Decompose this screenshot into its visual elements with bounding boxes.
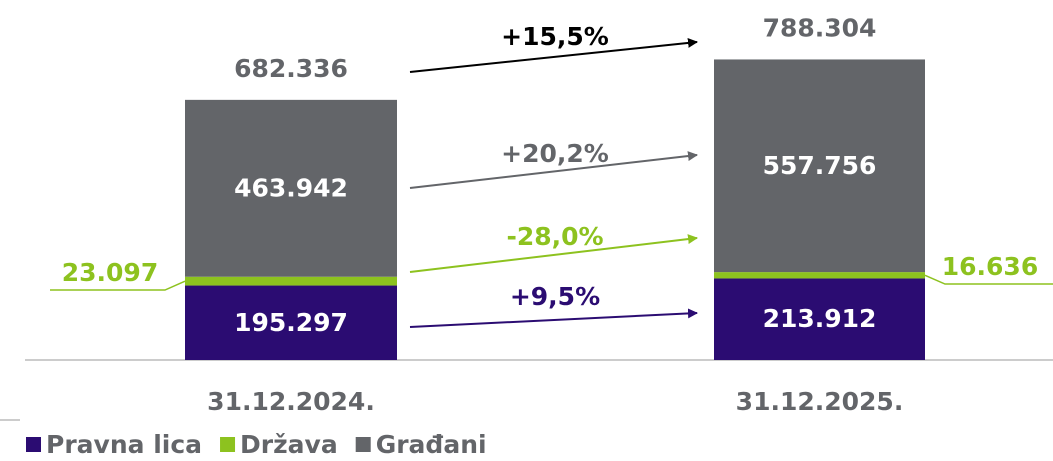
change-label: -28,0% bbox=[506, 222, 603, 251]
value-label: 195.297 bbox=[234, 308, 348, 337]
legend-label: Pravna lica bbox=[46, 430, 202, 459]
legend-swatch bbox=[26, 437, 41, 452]
change-label: +9,5% bbox=[510, 282, 600, 311]
bar-segment bbox=[185, 285, 397, 360]
change-arrow bbox=[409, 308, 698, 328]
bar-segment bbox=[185, 276, 397, 286]
bar-segment bbox=[185, 99, 397, 277]
legend-label: Građani bbox=[376, 430, 487, 459]
value-label: 213.912 bbox=[763, 304, 877, 333]
legend-label: Država bbox=[240, 430, 338, 459]
total-label: 788.304 bbox=[763, 13, 877, 42]
legend-swatch bbox=[220, 437, 236, 452]
bar-segment bbox=[714, 278, 925, 360]
value-label: 23.097 bbox=[62, 258, 158, 287]
bar-segment bbox=[714, 272, 925, 279]
change-arrow bbox=[409, 37, 698, 73]
change-arrow bbox=[409, 151, 698, 189]
change-label: +20,2% bbox=[501, 139, 609, 168]
bar-segment bbox=[714, 59, 925, 273]
x-tick-label: 31.12.2024. bbox=[207, 387, 375, 416]
value-label: 16.636 bbox=[942, 252, 1038, 281]
leader-line bbox=[50, 280, 186, 291]
total-label: 682.336 bbox=[234, 54, 348, 83]
value-label: 557.756 bbox=[763, 151, 877, 180]
legend-swatch bbox=[355, 437, 371, 452]
change-arrow bbox=[409, 234, 698, 273]
leader-line bbox=[924, 274, 1053, 285]
change-label: +15,5% bbox=[501, 22, 609, 51]
value-label: 463.942 bbox=[234, 173, 348, 202]
x-tick-label: 31.12.2025. bbox=[736, 387, 904, 416]
